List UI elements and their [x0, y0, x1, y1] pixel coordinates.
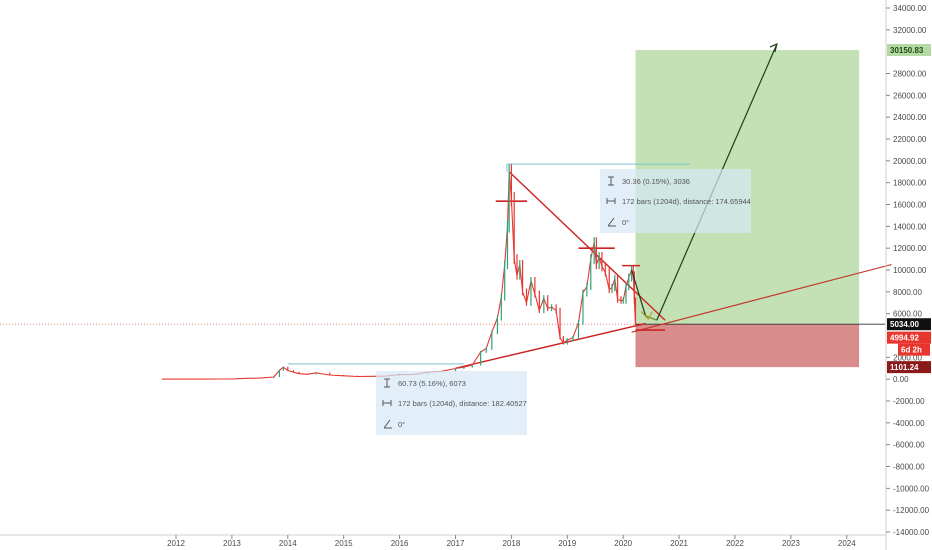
- measure-box-bg: [600, 169, 751, 233]
- x-tick-label: 2023: [782, 539, 800, 548]
- y-tick-label: -2000.00: [893, 397, 925, 406]
- y-tick-label: 16000.00: [893, 201, 927, 210]
- y-tick-label: 24000.00: [893, 113, 927, 122]
- y-tick-label: 14000.00: [893, 222, 927, 231]
- y-tick-label: -10000.00: [893, 484, 930, 493]
- x-tick-label: 2018: [503, 539, 521, 548]
- y-tick-label: 34000.00: [893, 4, 927, 13]
- y-tick-label: -12000.00: [893, 506, 930, 515]
- y-tick-label: 0.00: [893, 375, 909, 384]
- x-tick-label: 2015: [335, 539, 353, 548]
- y-tick-label: 18000.00: [893, 179, 927, 188]
- angle-icon: [383, 419, 392, 429]
- stop-zone[interactable]: [635, 324, 860, 368]
- measure-bars-distance: 172 bars (1204d), distance: 174.65944: [622, 197, 751, 206]
- countdown-badge[interactable]: 6d 2h: [898, 343, 930, 356]
- y-tick-label: 32000.00: [893, 26, 927, 35]
- last-price-badge[interactable]: 4994.92: [887, 331, 931, 344]
- y-tick-label: 28000.00: [893, 70, 927, 79]
- y-tick-label: -14000.00: [893, 528, 930, 537]
- measure-angle: 0°: [398, 420, 405, 429]
- rising-trendline[interactable]: [631, 263, 892, 333]
- x-tick-label: 2014: [279, 539, 297, 548]
- y-tick-label: -4000.00: [893, 419, 925, 428]
- pullback-arrow: [640, 311, 653, 321]
- measure-box-lower[interactable]: 60.73 (5.16%), 6073 172 bars (1204d), dis…: [376, 371, 527, 435]
- ruler-horizontal-icon: [606, 198, 616, 204]
- current-price-badge-bg: [887, 318, 931, 331]
- stop-price-badge-bg: [887, 361, 931, 374]
- projection-arrowhead: [769, 42, 778, 53]
- last-price-badge-bg: [887, 331, 931, 344]
- y-tick-label: 10000.00: [893, 266, 927, 275]
- price-series-line[interactable]: [162, 171, 637, 380]
- countdown-badge-text: 6d 2h: [901, 346, 922, 355]
- y-tick-label: -8000.00: [893, 463, 925, 472]
- x-tick-label: 2024: [838, 539, 856, 548]
- measure-box-bg: [376, 371, 527, 435]
- ruler-horizontal-icon: [382, 400, 392, 406]
- y-tick-label: -6000.00: [893, 441, 925, 450]
- current-price-badge[interactable]: 5034.00: [887, 318, 931, 331]
- projection-leg-1[interactable]: [631, 269, 647, 317]
- countdown-badge-bg: [898, 343, 930, 356]
- support-trendline[interactable]: [455, 322, 646, 369]
- last-price-badge-text: 4994.92: [890, 334, 919, 343]
- y-tick-label: 8000.00: [893, 288, 922, 297]
- y-tick-label: 20000.00: [893, 157, 927, 166]
- y-tick-label: 2000.00: [893, 353, 922, 362]
- measure-angle: 0°: [622, 218, 629, 227]
- angle-icon: [607, 217, 616, 227]
- ruler-vertical-icon: [384, 378, 390, 388]
- measure-price-change: 30.36 (0.15%), 3036: [622, 177, 690, 186]
- measure-box-upper[interactable]: 30.36 (0.15%), 3036 172 bars (1204d), dis…: [600, 169, 751, 233]
- x-tick-label: 2017: [447, 539, 465, 548]
- y-tick-label: 12000.00: [893, 244, 927, 253]
- x-tick-label: 2012: [167, 539, 185, 548]
- measure-bars-distance: 172 bars (1204d), distance: 182.40527: [398, 399, 527, 408]
- y-tick-label: 22000.00: [893, 135, 927, 144]
- x-tick-label: 2020: [614, 539, 632, 548]
- projection-leg-2[interactable]: [645, 315, 657, 321]
- y-tick-label: 26000.00: [893, 91, 927, 100]
- x-tick-label: 2013: [223, 539, 241, 548]
- target-price-badge-text: 30150.83: [890, 46, 924, 55]
- x-tick-label: 2019: [558, 539, 576, 548]
- x-tick-label: 2016: [391, 539, 409, 548]
- stop-price-badge-text: 1101.24: [890, 363, 919, 372]
- target-price-badge-bg: [887, 44, 931, 57]
- x-tick-label: 2022: [726, 539, 744, 548]
- current-price-badge-text: 5034.00: [890, 320, 919, 329]
- ruler-vertical-icon: [608, 176, 614, 186]
- target-price-badge[interactable]: 30150.83: [887, 44, 931, 57]
- y-tick-label: 6000.00: [893, 310, 922, 319]
- stop-price-badge[interactable]: 1101.24: [887, 361, 931, 374]
- measure-price-change: 60.73 (5.16%), 6073: [398, 379, 466, 388]
- x-tick-label: 2021: [670, 539, 688, 548]
